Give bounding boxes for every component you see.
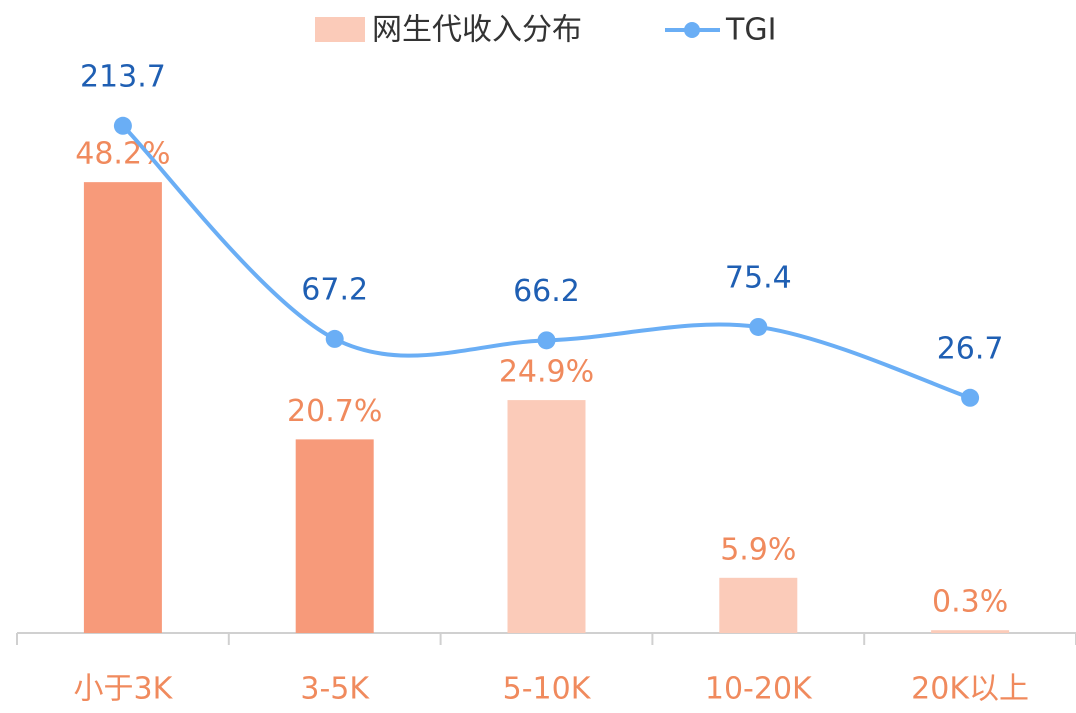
bar-value-label: 24.9% (499, 355, 594, 390)
x-tick-label: 小于3K (74, 672, 174, 707)
bar (931, 630, 1010, 633)
legend-label: 网生代收入分布 (372, 13, 582, 48)
line-value-label: 26.7 (937, 331, 1004, 366)
bar-value-label: 0.3% (932, 585, 1008, 620)
legend-label: TGI (725, 13, 776, 48)
line-point (113, 116, 132, 135)
line-value-label: 75.4 (725, 260, 792, 295)
legend-swatch (315, 17, 365, 42)
x-tick-label: 3-5K (300, 672, 370, 707)
line-value-label: 66.2 (513, 274, 580, 309)
line-value-label: 213.7 (80, 59, 166, 94)
line-point (537, 331, 556, 350)
x-tick-label: 5-10K (503, 672, 592, 707)
bar (719, 577, 798, 633)
bar (83, 182, 162, 633)
bar (295, 439, 374, 633)
line-point (749, 317, 768, 336)
line-value-label: 67.2 (301, 272, 368, 307)
x-tick-label: 10-20K (705, 672, 813, 707)
bar-value-label: 20.7% (287, 394, 382, 429)
bar (507, 400, 586, 633)
line-point (961, 388, 980, 407)
bar-value-label: 5.9% (720, 532, 796, 567)
legend-marker (684, 22, 700, 38)
x-tick-label: 20K以上 (911, 672, 1029, 707)
line-point (325, 329, 344, 348)
bar-value-label: 48.2% (75, 137, 170, 172)
